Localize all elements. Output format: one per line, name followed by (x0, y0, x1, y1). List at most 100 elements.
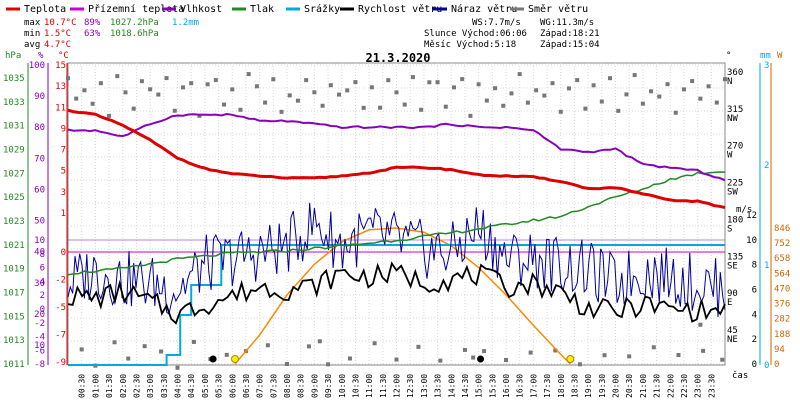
tick-time: 20:00 (612, 374, 621, 398)
wind-direction-point (632, 73, 637, 78)
wind-direction-point (66, 76, 70, 81)
tick-pressure: 1019 (3, 265, 25, 275)
tick-solar: 658 (774, 254, 790, 264)
tick-wind: 0 (752, 360, 757, 370)
wind-direction-point (353, 80, 358, 85)
wind-direction-point (558, 109, 563, 114)
wind-direction-point (484, 98, 489, 103)
unit-headers: hPa % °C ° mm W m/s čas (5, 51, 783, 381)
solar-line (234, 227, 571, 365)
moonset-marker (477, 355, 485, 363)
tick-direction-name: NE (727, 335, 738, 345)
tick-time: 03:30 (160, 374, 169, 398)
tick-rain: 3 (764, 61, 769, 71)
tick-time: 13:00 (420, 374, 429, 398)
wind-direction-point (577, 362, 582, 367)
wind-direction-point (347, 356, 352, 361)
wind-direction-point (553, 348, 558, 353)
wind-direction-point (142, 344, 147, 349)
pressure-line (67, 171, 726, 276)
tick-pressure: 1025 (3, 193, 25, 203)
legend-label: Tlak (250, 4, 274, 15)
wind-direction-point (189, 81, 194, 86)
stat-max-label: max (24, 18, 41, 28)
tick-direction: 90 (727, 289, 738, 299)
tick-pressure: 1021 (3, 241, 25, 251)
wind-direction-point (287, 93, 292, 98)
tick-humidity: 90 (34, 92, 45, 102)
wind-direction-point (720, 357, 725, 362)
tick-solar: 564 (774, 269, 790, 279)
tick-time: 05:30 (215, 374, 224, 398)
tick-time: 10:00 (338, 374, 347, 398)
legend-label: Vlhkost (180, 4, 222, 15)
tick-time: 01:30 (105, 374, 114, 398)
wind-speed-line (67, 261, 726, 325)
tick-ground-temp: -2 (34, 319, 45, 329)
stat-avg-label: avg (24, 40, 40, 50)
tick-time: 19:00 (584, 374, 593, 398)
tick-ground-temp: 8 (40, 250, 45, 260)
rain-line (68, 244, 725, 366)
sunrise-marker (230, 355, 239, 363)
tick-time: 04:30 (187, 374, 196, 398)
tick-direction-name: SW (727, 188, 738, 198)
wind-direction-point (476, 82, 481, 87)
wind-direction-point (509, 91, 514, 96)
unit-time: čas (732, 370, 748, 381)
tick-direction: 180 (727, 215, 743, 225)
tick-humidity: 30 (34, 279, 45, 289)
wind-direction-point (326, 362, 331, 367)
legend-label: Přízemní teplota (88, 3, 184, 15)
wind-direction-point (345, 88, 350, 93)
wind-direction-point (372, 341, 377, 346)
tick-wind: 10 (746, 236, 757, 246)
tick-time: 00:30 (78, 374, 87, 398)
tick-time: 20:30 (625, 374, 634, 398)
wind-direction-point (627, 354, 632, 359)
wind-direction-point (410, 75, 415, 80)
wind-direction-point (714, 100, 719, 105)
wind-direction-point (107, 113, 112, 118)
wind-direction-point (460, 77, 465, 82)
tick-time: 12:00 (393, 374, 402, 398)
legend-label: Rychlost větru (358, 3, 442, 15)
wind-direction-point (172, 108, 177, 113)
legend-label: Teplota (24, 4, 66, 15)
tick-pressure: 1027 (3, 169, 25, 179)
tick-rain: 2 (764, 161, 769, 171)
tick-time: 05:00 (201, 374, 210, 398)
wind-direction-point (698, 96, 703, 101)
tick-humidity: 100 (29, 61, 45, 71)
wind-direction-point (462, 347, 467, 352)
plot-area (66, 72, 727, 370)
unit-deg: ° (726, 51, 731, 61)
tick-time: 01:00 (91, 374, 100, 398)
wind-direction-point (180, 85, 185, 90)
wind-direction-point (271, 77, 276, 82)
tick-ground-temp: -6 (34, 346, 45, 356)
tick-temp: 11 (55, 103, 66, 113)
wind-direction-point (156, 92, 161, 97)
tick-time: 04:00 (174, 374, 183, 398)
tick-direction-name: S (727, 224, 732, 234)
humidity-line (67, 112, 726, 182)
wind-direction-point (583, 106, 588, 111)
wind-direction-point (394, 90, 399, 95)
tick-humidity: 10 (34, 341, 45, 351)
tick-humidity: 80 (34, 123, 45, 133)
tick-time: 11:00 (365, 374, 374, 398)
wind-direction-point (74, 96, 79, 101)
wind-direction-point (608, 76, 613, 81)
tick-pressure: 1031 (3, 122, 25, 132)
legend-item-4: Tlak (232, 4, 274, 15)
tick-wind: 2 (752, 335, 757, 345)
wind-direction-point (681, 87, 686, 92)
wind-direction-point (435, 80, 440, 85)
wind-direction-point (698, 322, 703, 327)
tick-time: 08:00 (283, 374, 292, 398)
tick-direction: 135 (727, 252, 743, 262)
wind-direction-point (706, 84, 711, 89)
tick-ground-temp: -4 (34, 333, 45, 343)
